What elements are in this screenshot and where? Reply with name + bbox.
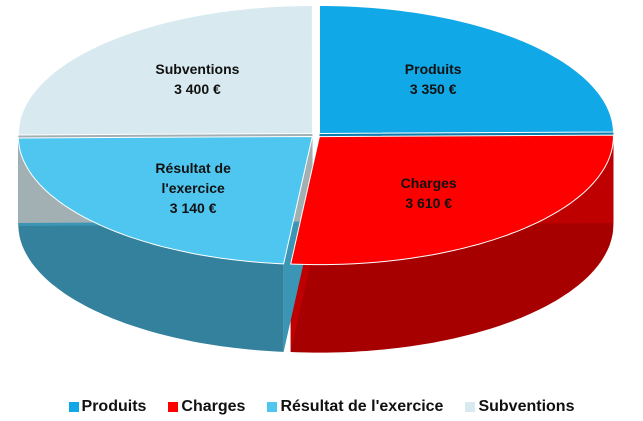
label-category: Subventions bbox=[155, 61, 240, 78]
legend-label: Charges bbox=[181, 398, 246, 415]
slice bbox=[318, 5, 615, 134]
legend-label: Résultat de l'exercice bbox=[280, 398, 444, 415]
slice bbox=[290, 134, 614, 266]
legend-item: Résultat de l'exercice bbox=[267, 398, 443, 416]
label-value: 3 400 € bbox=[174, 81, 221, 98]
data-label: Subventions 3 400 € bbox=[137, 59, 257, 99]
label-value: 3 140 € bbox=[169, 200, 217, 217]
legend-item: Subventions bbox=[465, 398, 574, 416]
label-category: Produits bbox=[404, 60, 462, 77]
data-label: Charges 3 610 € bbox=[369, 173, 489, 213]
legend-swatch bbox=[68, 402, 79, 412]
data-label: Résultat de l'exercice 3 140 € bbox=[133, 158, 253, 218]
legend-swatch bbox=[465, 402, 476, 412]
slice bbox=[18, 5, 313, 136]
slice bbox=[17, 135, 313, 265]
data-label: Produits 3 350 € bbox=[373, 59, 493, 99]
label-value: 3 610 € bbox=[405, 195, 453, 212]
slice-side bbox=[18, 138, 284, 352]
label-category: Charges bbox=[400, 175, 457, 192]
legend: Produits Charges Résultat de l'exercice Sub… bbox=[0, 398, 643, 416]
legend-item: Produits bbox=[68, 398, 147, 416]
legend-swatch bbox=[267, 402, 278, 412]
slice-side bbox=[290, 136, 614, 353]
legend-swatch bbox=[168, 402, 179, 412]
pie-area bbox=[17, 5, 615, 353]
label-value: 3 350 € bbox=[409, 80, 457, 97]
legend-label: Subventions bbox=[478, 398, 575, 415]
label-category: Résultat de l'exercice bbox=[155, 160, 231, 197]
legend-item: Charges bbox=[168, 398, 245, 416]
legend-label: Produits bbox=[81, 398, 147, 415]
